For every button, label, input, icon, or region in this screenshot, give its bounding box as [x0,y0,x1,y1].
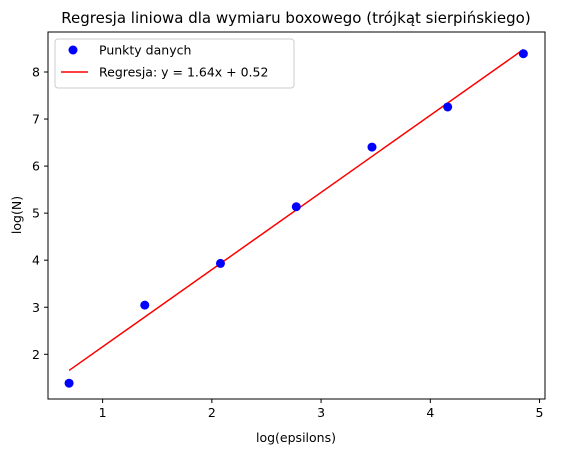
legend-label-regression: Regresja: y = 1.64x + 0.52 [99,65,268,80]
axis-ticks: 1 2 3 4 5 2 3 4 5 6 7 8 [32,64,543,420]
y-tick-label: 3 [32,300,40,315]
x-axis-label: log(epsilons) [256,430,336,445]
x-tick-label: 1 [99,405,107,420]
data-point [518,49,528,59]
plot-frame [47,31,546,400]
y-tick-label: 5 [32,206,40,221]
legend-label-points: Punkty danych [99,43,191,58]
y-tick-label: 8 [32,64,40,79]
legend: Punkty danych Regresja: y = 1.64x + 0.52 [54,38,295,89]
data-point [367,142,377,152]
data-point [140,300,150,310]
data-point [291,202,301,212]
x-tick-label: 4 [426,405,434,420]
y-axis-label: log(N) [9,196,24,234]
data-point [215,258,225,268]
y-tick-label: 2 [32,347,40,362]
data-point [64,378,74,388]
x-tick-label: 3 [317,405,325,420]
data-point [443,102,453,112]
plot-area [64,48,528,388]
legend-marker-points [68,45,78,55]
x-tick-label: 5 [536,405,544,420]
y-tick-label: 4 [32,253,40,268]
y-tick-label: 7 [32,112,40,127]
chart-title: Regresja liniowa dla wymiaru boxowego (t… [61,9,530,27]
legend-box [54,38,295,89]
x-tick-label: 2 [208,405,216,420]
y-tick-label: 6 [32,159,40,174]
